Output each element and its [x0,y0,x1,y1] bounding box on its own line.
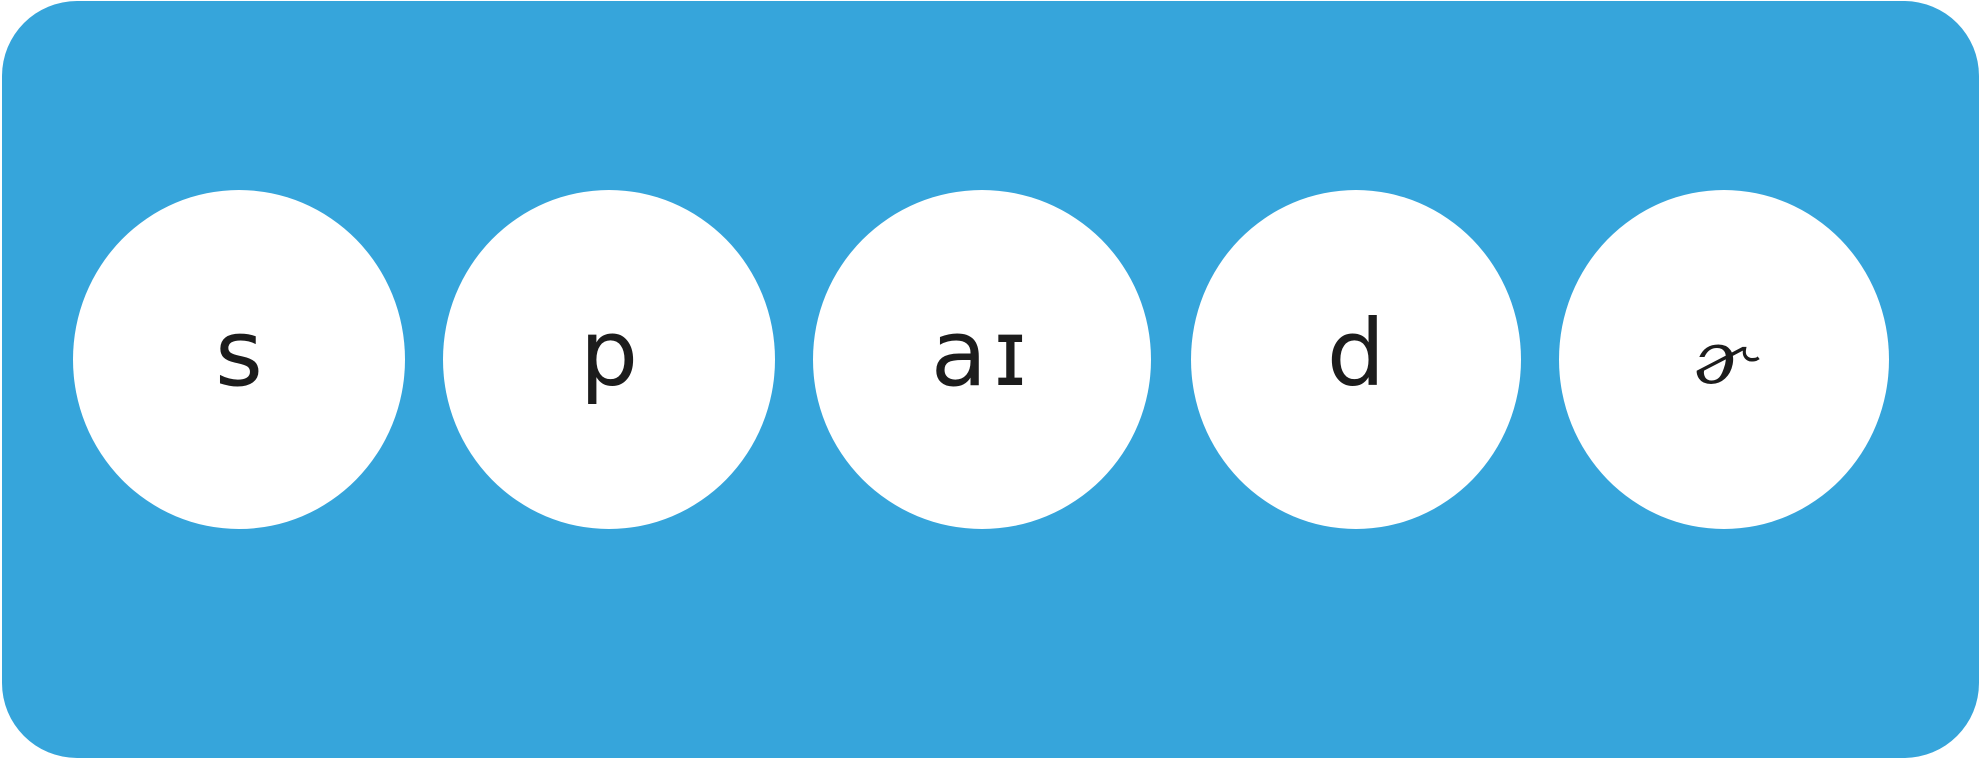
phoneme-symbol: p [579,299,639,407]
phoneme-tile-er: ɚ [1559,190,1889,529]
phoneme-symbol: d [1326,299,1386,407]
phoneme-symbol: aɪ [930,299,1034,407]
phoneme-tile-d: d [1191,190,1521,529]
phoneme-symbol: s [215,299,263,407]
phoneme-symbol: ɚ [1693,315,1755,400]
phoneme-tile-ai: aɪ [813,190,1151,529]
phoneme-tile-p: p [443,190,775,529]
phoneme-tile-s: s [73,190,405,529]
